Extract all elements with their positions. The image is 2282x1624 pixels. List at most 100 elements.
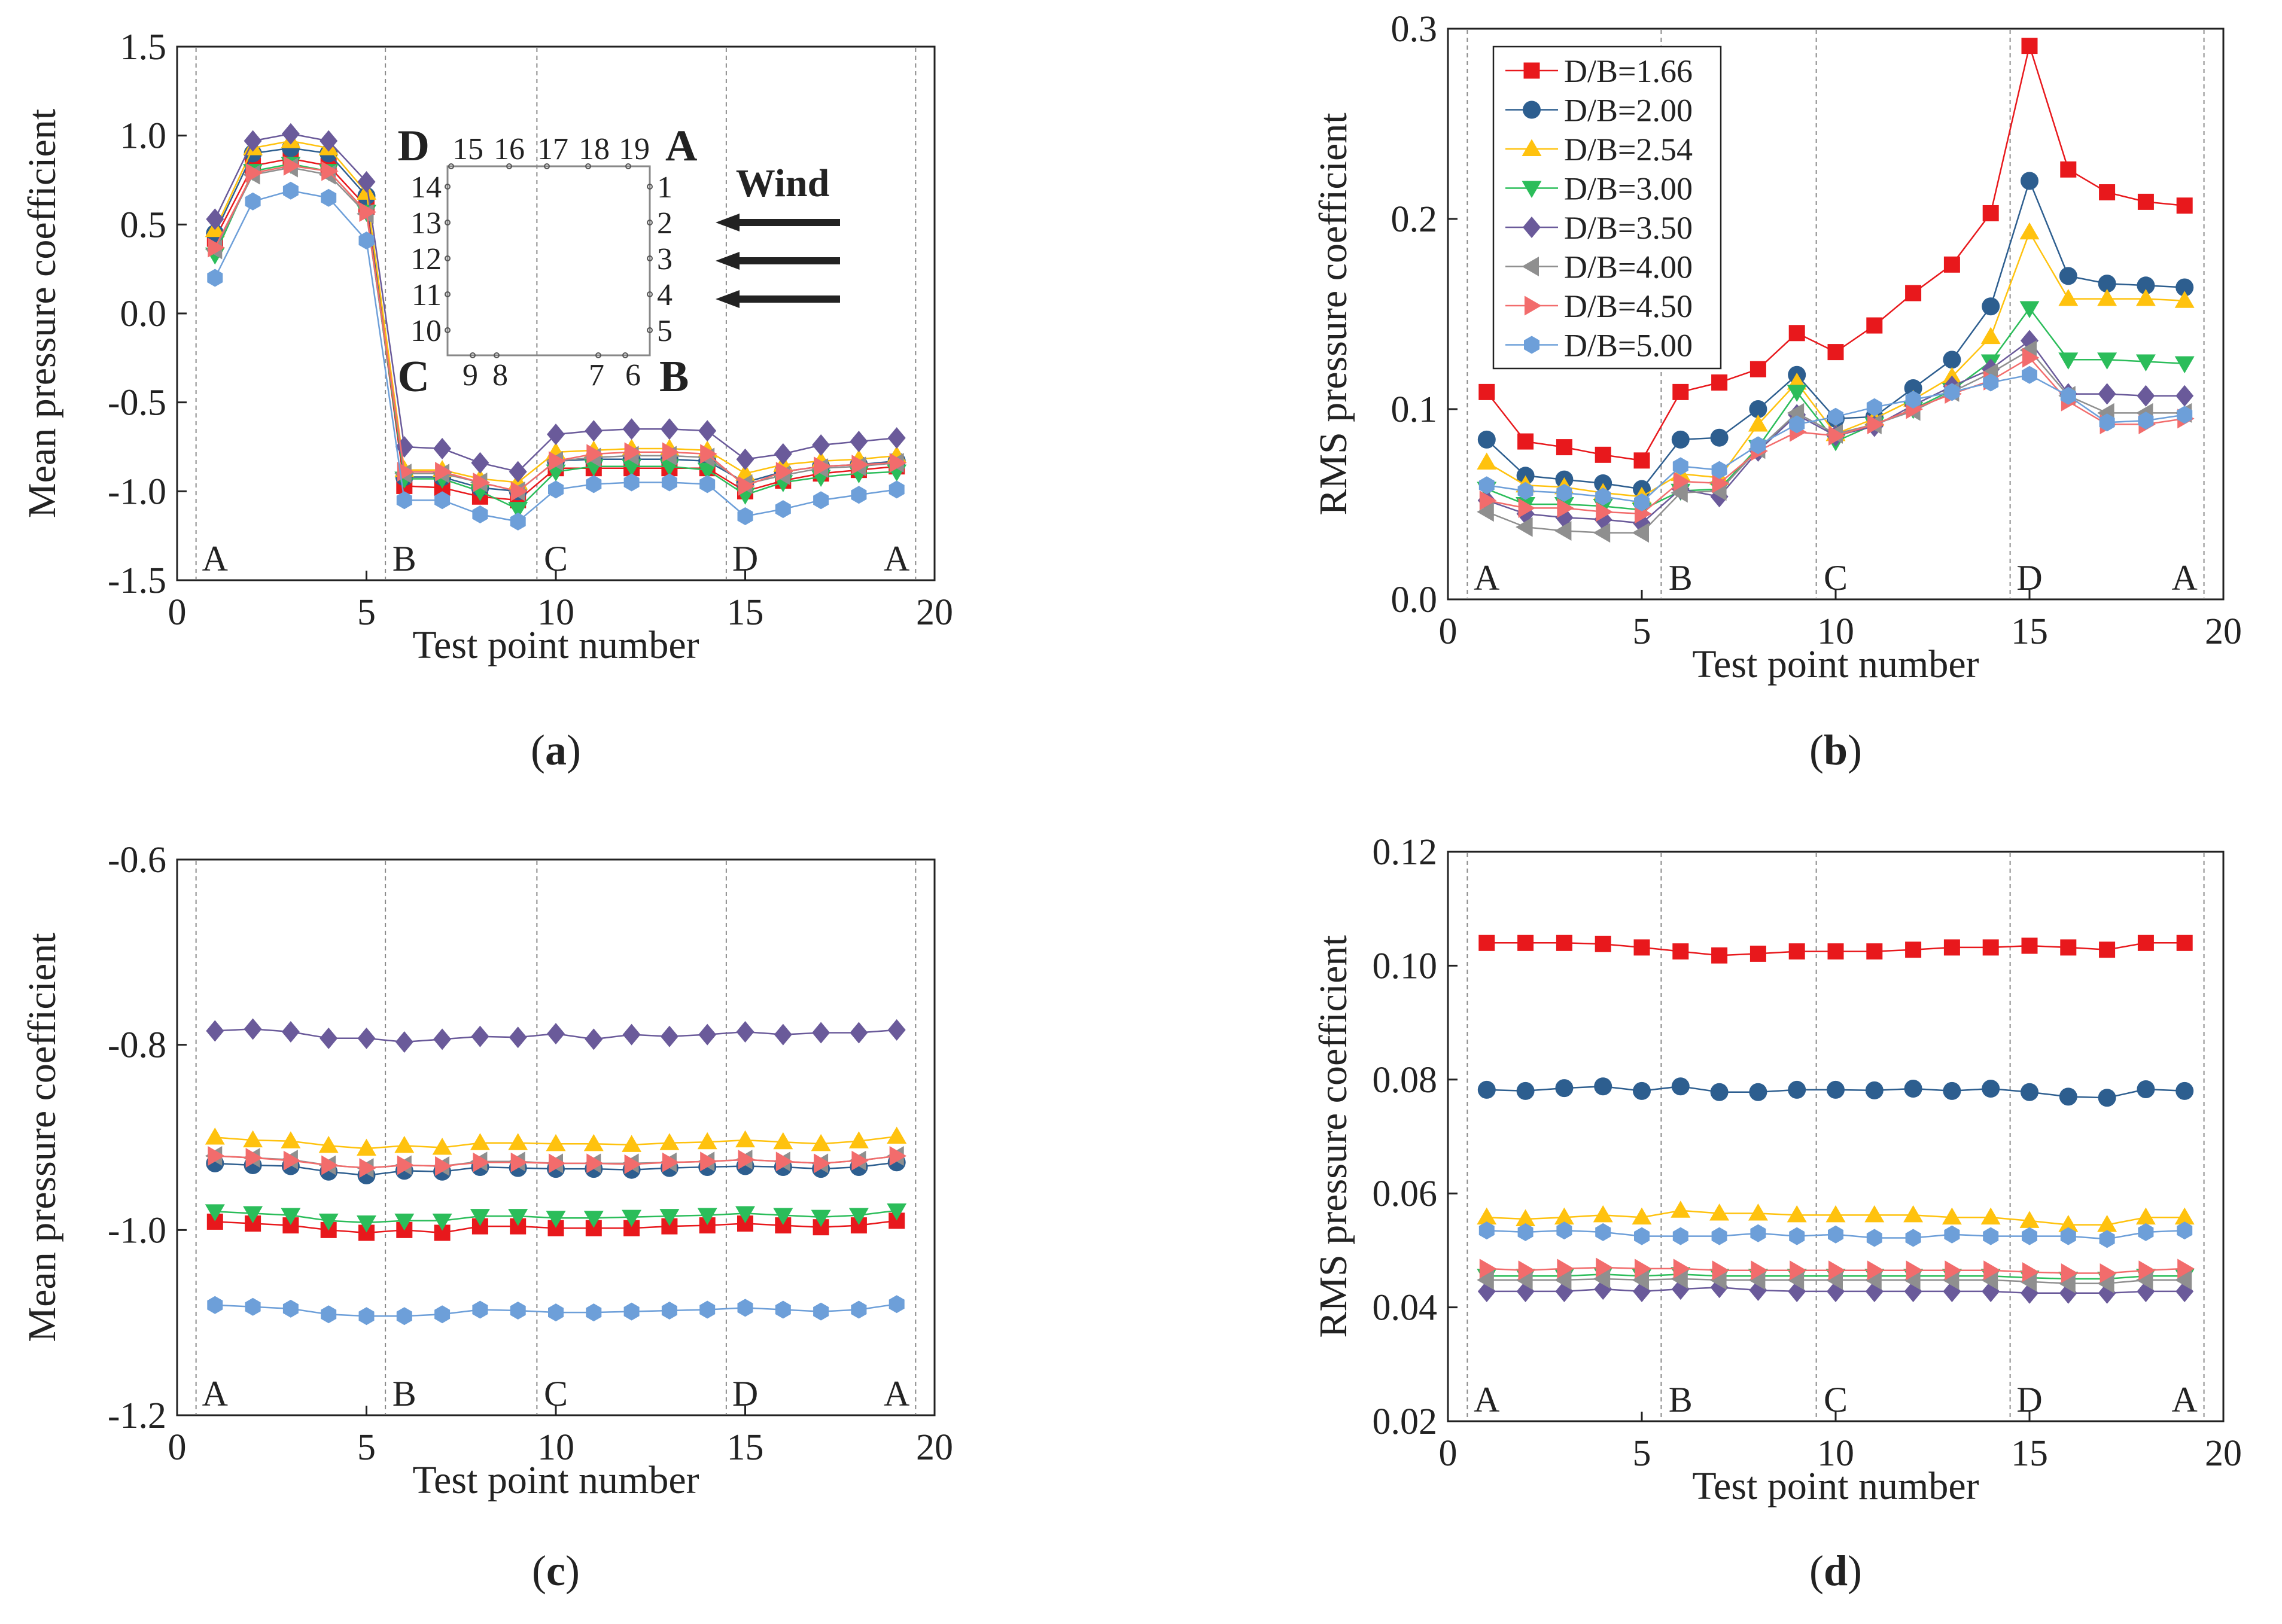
y-tick-label: -1.2 [108,1396,166,1436]
data-point [738,476,755,496]
series-D/B=2.54 [205,1126,907,1156]
data-point [549,451,566,471]
data-point [1866,398,1882,416]
data-point [1867,414,1885,434]
data-point [394,1213,415,1231]
data-point [586,1303,602,1322]
data-point [811,1209,831,1227]
building-outline [446,165,651,357]
data-point [1596,502,1613,522]
corner-label: D [2016,1380,2042,1419]
data-point [244,130,262,152]
data-point [1828,1225,1843,1244]
tap-label: 4 [657,278,673,312]
data-point [1827,1080,1845,1099]
corner-label: A [884,539,909,578]
series-D/B=4.00 [1477,1269,2192,1294]
x-tick-label: 0 [168,1427,187,1468]
data-point [471,1025,489,1047]
data-point [1516,1270,1533,1290]
data-point [245,1148,263,1168]
data-point [546,1134,566,1151]
data-point [1479,1259,1497,1279]
legend-label: D/B=5.00 [1564,328,1693,364]
x-tick-label: 10 [1817,1433,1854,1474]
data-point [508,1209,528,1226]
data-point [205,1204,225,1221]
series-D/B=5.00 [1478,365,2193,511]
data-point [1557,498,1574,518]
legend-entry: D/B=3.50 [1505,210,1693,246]
data-point [586,1153,604,1174]
tap-label: 15 [452,132,483,166]
panel-label-open: ( [1809,726,1824,774]
tap-marker [647,255,653,261]
tap-label: 5 [657,314,673,348]
data-point [2175,278,2194,297]
data-point [2177,1259,2195,1279]
data-point [472,505,488,523]
data-point [2138,1260,2156,1281]
data-point [660,1025,678,1047]
y-tick-label: -0.6 [108,840,166,880]
data-point [889,1145,907,1166]
data-point [1477,1207,1497,1225]
panel-label-letter: b [1824,726,1848,774]
tap-marker [622,352,628,358]
x-tick-label: 15 [727,592,764,633]
data-point [1711,947,1728,964]
data-point [2061,1263,2079,1283]
data-point [2019,1211,2040,1228]
data-point [1477,502,1494,522]
data-point [1556,483,1572,502]
data-point [1517,934,1534,951]
legend-label: D/B=3.50 [1564,210,1693,246]
data-point [697,1208,717,1226]
x-tick-label: 20 [2205,1433,2242,1474]
tap-label: 10 [410,314,442,348]
panel-label-close: ) [565,1547,580,1595]
data-point [1477,430,1496,449]
data-point [850,431,868,453]
data-point [208,237,225,258]
tap-label: 3 [657,242,673,276]
data-point [1943,939,1960,956]
data-point [586,475,602,493]
data-point [2098,1089,2116,1107]
data-point [471,452,489,474]
data-point [1982,1080,2000,1098]
data-point [1671,483,1688,503]
data-point [1748,414,1768,432]
data-point [775,1300,791,1319]
data-point [243,1130,263,1148]
data-point [2174,1207,2195,1225]
corner-label: A [884,1374,909,1413]
data-point [1903,1205,1924,1223]
data-point [1828,1260,1846,1281]
data-point [245,163,263,183]
data-point [432,1213,452,1231]
data-point [659,1209,680,1226]
data-point [2058,1215,2079,1232]
corner-letter: C [398,352,430,401]
data-point [1905,391,1921,409]
x-tick-label: 0 [1439,1433,1458,1474]
data-point [321,1305,337,1324]
y-tick-label: 0.08 [1373,1060,1438,1101]
x-tick-label: 20 [916,592,953,633]
data-point [1944,383,1960,401]
data-point [2060,939,2077,956]
data-point [774,443,792,465]
data-point [1790,1260,1807,1281]
data-point [206,1020,224,1042]
data-point [1594,1077,1612,1096]
data-point [358,1307,375,1326]
data-point [281,123,300,145]
data-point [2137,385,2155,407]
tap-marker [448,163,454,169]
data-point [2058,1273,2076,1294]
series-D/B=4.50 [208,156,907,501]
legend-marker [1525,295,1542,316]
data-point [1788,325,1805,342]
data-point [321,1155,339,1175]
